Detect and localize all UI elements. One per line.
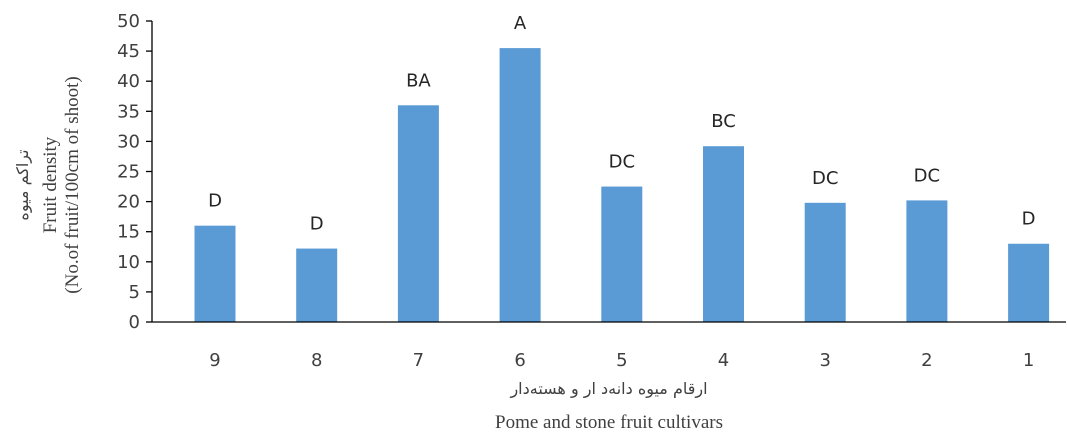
bar: [601, 186, 643, 322]
x-tick-label: 3: [819, 350, 830, 371]
y-tick-label: 10: [117, 252, 140, 273]
y-tick-label: 20: [117, 192, 140, 213]
bar: [296, 248, 338, 322]
y-tick-label: 50: [117, 11, 140, 32]
x-axis-title-english: Pome and stone fruit cultivars: [495, 412, 723, 433]
y-tick-label: 35: [117, 101, 140, 122]
bar: [804, 202, 846, 322]
data-label: BC: [711, 111, 736, 132]
y-tick-label: 40: [117, 71, 140, 92]
x-axis-ticks: 9 8 7 6 5 4 3 2 1: [209, 350, 1034, 371]
y-tick-label: 30: [117, 131, 140, 152]
data-label: DC: [914, 165, 940, 186]
x-tick-label: 9: [209, 350, 220, 371]
bar: [906, 200, 948, 322]
bar: [499, 48, 541, 323]
bar: [397, 105, 439, 322]
x-tick-label: 1: [1023, 350, 1034, 371]
y-axis-title-persian: تراکم میوه: [13, 149, 33, 220]
data-labels: D D BA A DC BC DC DC D: [208, 13, 1035, 234]
bar: [1008, 243, 1050, 322]
data-label: D: [208, 191, 222, 212]
y-tick-label: 15: [117, 222, 140, 243]
y-axis-title-english: Fruit density: [40, 136, 61, 233]
x-tick-label: 4: [718, 350, 729, 371]
y-axis-ticks: 0 5 10 15 20 25 30 35 40 45 50: [117, 11, 152, 333]
bar: [194, 225, 236, 322]
y-tick-label: 5: [129, 282, 140, 303]
x-tick-label: 6: [514, 350, 525, 371]
data-label: D: [310, 214, 324, 235]
data-label: BA: [406, 70, 431, 91]
bars: [194, 48, 1050, 323]
data-label: DC: [609, 152, 635, 173]
x-tick-label: 7: [413, 350, 424, 371]
y-tick-label: 25: [117, 162, 140, 183]
data-label: DC: [812, 168, 838, 189]
bar: [703, 146, 744, 322]
y-axis-title: تراکم میوه Fruit density (No.of fruit/10…: [13, 76, 83, 293]
x-tick-label: 8: [311, 350, 322, 371]
data-label: A: [514, 13, 527, 34]
y-tick-label: 0: [129, 312, 140, 333]
y-tick-label: 45: [117, 41, 140, 62]
x-axis-title-persian: ارقام میوه دانه‌د ار و هسته‌دار: [509, 379, 707, 399]
x-tick-label: 2: [921, 350, 932, 371]
x-tick-label: 5: [616, 350, 627, 371]
y-axis-subtitle-english: (No.of fruit/100cm of shoot): [62, 76, 83, 293]
data-label: D: [1022, 209, 1036, 230]
